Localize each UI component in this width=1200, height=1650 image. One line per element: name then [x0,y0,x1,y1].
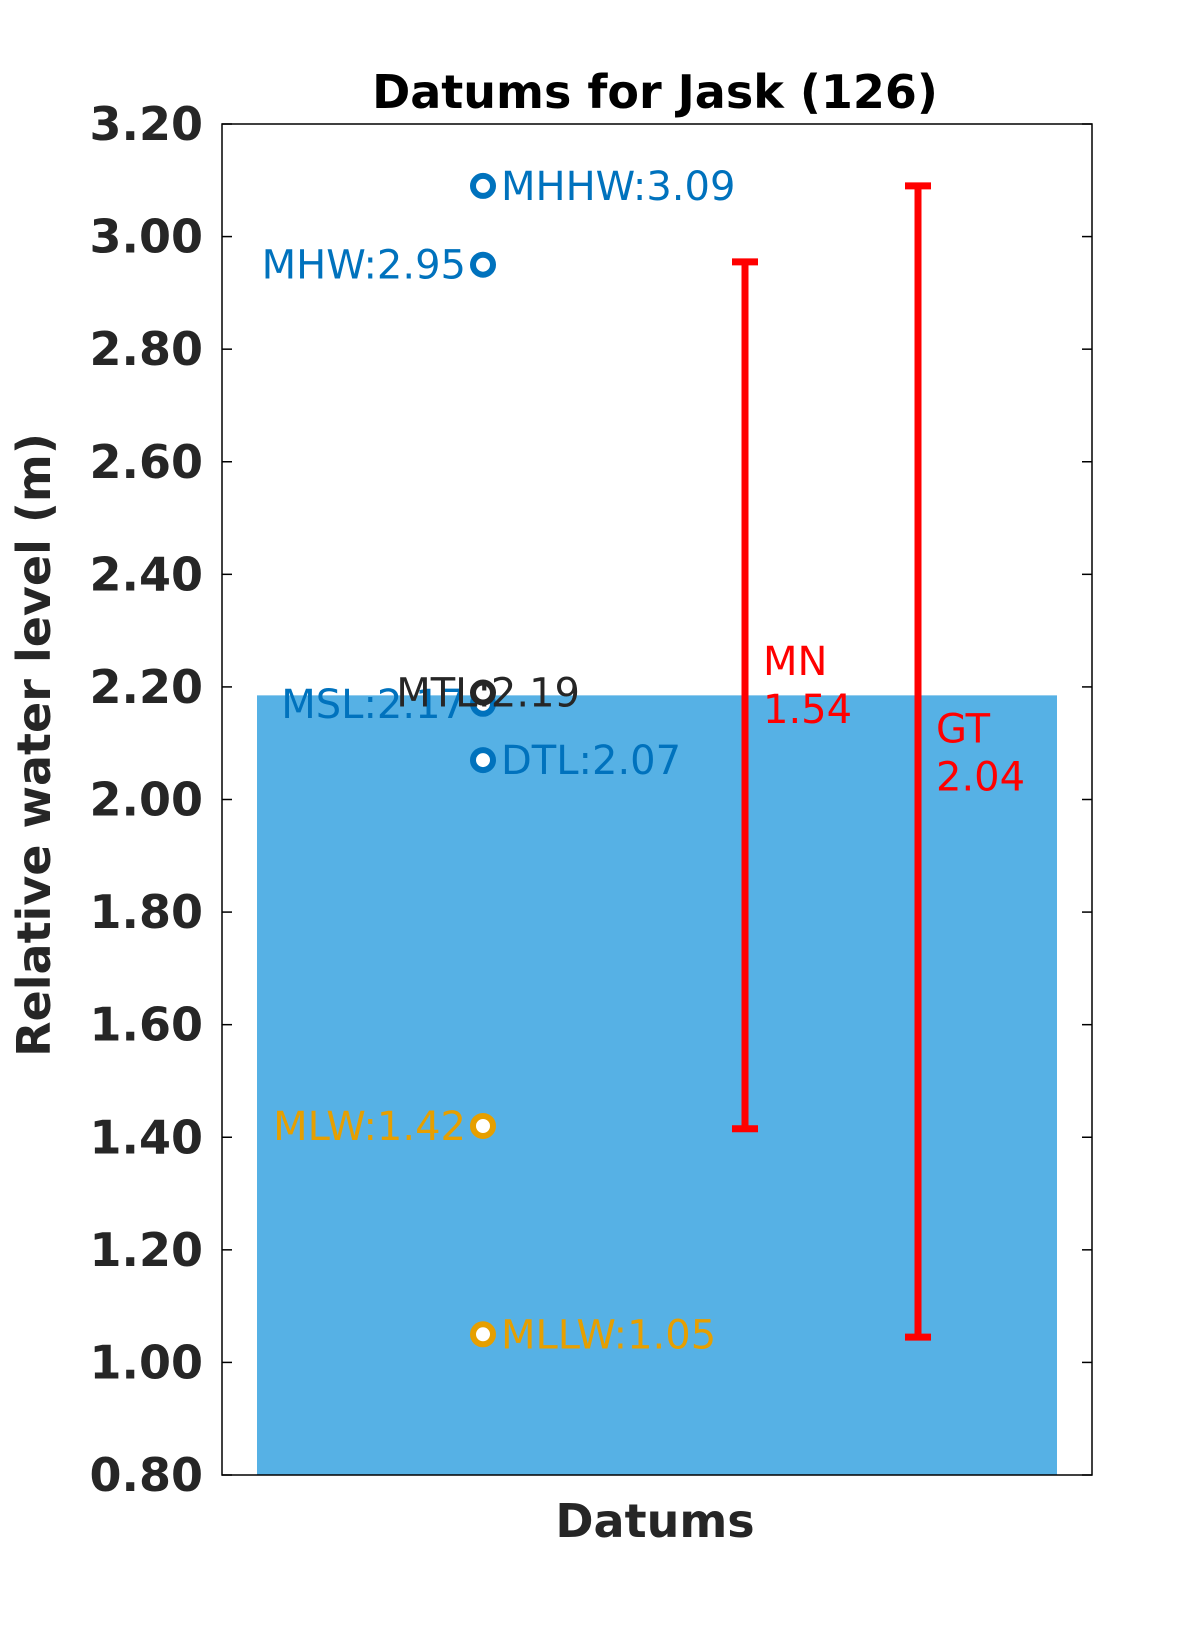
chart-title: Datums for Jask (126) [372,65,938,119]
y-tick-label: 2.40 [90,547,204,601]
y-tick-label: 0.80 [90,1448,204,1502]
y-tick-label: 2.20 [90,660,204,714]
y-tick-label: 3.20 [90,97,204,151]
y-axis-ticks: 0.80 1.00 1.20 1.40 1.60 1.80 2.00 2.20 2.40 2.60… [90,97,1092,1502]
range-name-label: GT [936,706,991,752]
datum-mhhw: MHHW:3.09 [470,164,735,210]
datum-mlw: MLW:1.42 [273,1104,496,1150]
y-tick-label: 2.00 [90,773,204,827]
datum-marker [470,251,496,278]
datum-marker [470,172,496,199]
range-value-label: 1.54 [763,687,852,733]
datum-dtl: DTL:2.07 [470,738,681,784]
y-tick-label: 1.80 [90,885,204,939]
y-tick-label: 3.00 [90,210,204,264]
x-axis-label: Datums [555,1494,754,1548]
datum-label: MLLW:1.05 [501,1312,716,1358]
fill-bar [257,695,1057,1475]
range-gt: GT2.04 [905,182,1025,1341]
y-axis-label: Relative water level (m) [7,433,61,1057]
datum-mtl: MTL:2.19 [396,671,580,717]
datum-label: MLW:1.42 [273,1104,466,1150]
water-level-fill [257,695,1057,1475]
datum-label: MTL:2.19 [396,671,580,717]
datum-label: DTL:2.07 [501,738,681,784]
tidal-ranges: MN1.54 GT2.04 [732,182,1025,1341]
datum-marker [470,747,496,774]
datum-label: MHW:2.95 [262,243,466,289]
range-name-label: MN [763,639,827,685]
datum-label: MSL:2.17 [281,682,466,728]
range-mn: MN1.54 [732,258,852,1133]
range-value-label: 2.04 [936,754,1025,800]
y-tick-label: 2.80 [90,322,204,376]
y-tick-label: 1.00 [90,1335,204,1389]
datum-mhw: MHW:2.95 [262,243,496,289]
datum-marker [470,1112,496,1139]
y-tick-label: 1.40 [90,1110,204,1164]
y-tick-label: 1.20 [90,1223,204,1277]
datum-marker [470,679,496,706]
y-tick-label: 1.60 [90,998,204,1052]
datum-label: MHHW:3.09 [501,164,735,210]
datum-mllw: MLLW:1.05 [470,1312,716,1358]
datum-msl: MSL:2.17 [281,682,496,728]
y-tick-label: 2.60 [90,435,204,489]
datum-marker [470,1321,496,1348]
